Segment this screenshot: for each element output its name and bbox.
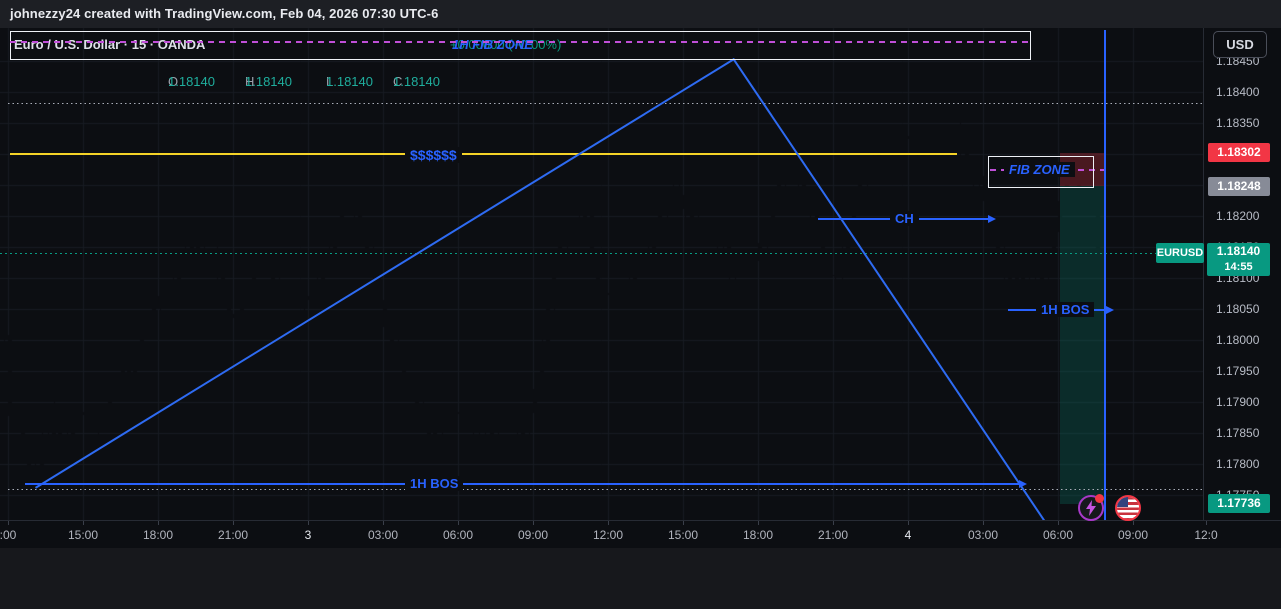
ch-label[interactable]: CH xyxy=(890,211,919,226)
time-tick-label: 15:00 xyxy=(67,528,99,542)
time-tick-label: 21:00 xyxy=(817,528,849,542)
close-value: 1.18140 xyxy=(393,74,440,89)
time-tick-label: 03:00 xyxy=(367,528,399,542)
time-tickmark xyxy=(8,521,9,525)
ch-arrowhead-icon xyxy=(988,215,996,223)
stop-price-tag: 1.18302 xyxy=(1208,142,1270,162)
dollars-label[interactable]: $$$$$$ xyxy=(405,147,462,163)
time-tick-label: 18:00 xyxy=(142,528,174,542)
time-tickmark xyxy=(458,521,459,525)
fib-zone-label[interactable]: FIB ZONE xyxy=(1004,162,1075,177)
time-tickmark xyxy=(908,521,909,525)
time-tickmark xyxy=(158,521,159,525)
footer-bar: TradingView xyxy=(0,548,1281,609)
target-price-tag: 1.17736 xyxy=(1208,493,1270,513)
time-tick-label: 15:00 xyxy=(667,528,699,542)
price-tick-label: 1.18200 xyxy=(1216,209,1260,223)
fib-zone-box[interactable] xyxy=(988,156,1094,189)
price-tick-label: 1.18400 xyxy=(1216,85,1260,99)
entry-price-tag: 1.18248 xyxy=(1208,177,1270,197)
currency-usd-button[interactable]: USD xyxy=(1213,31,1267,58)
time-tickmark xyxy=(758,521,759,525)
time-tick-label: 03:00 xyxy=(967,528,999,542)
change-value: +0.00000 (+0.00%) xyxy=(450,37,562,52)
price-tick-label: 1.18000 xyxy=(1216,333,1260,347)
high-label: H xyxy=(245,74,255,89)
time-tick-label: :00 xyxy=(0,528,17,542)
time-tickmark xyxy=(233,521,234,525)
time-tickmark xyxy=(308,521,309,525)
price-tick-label: 1.18350 xyxy=(1216,116,1260,130)
time-tickmark xyxy=(533,521,534,525)
low-label: L xyxy=(326,74,334,89)
notification-dot xyxy=(1095,494,1104,503)
attribution-text: johnezzy24 created with TradingView.com,… xyxy=(10,6,439,21)
time-tick-label: 21:00 xyxy=(217,528,249,542)
bar-countdown: 14:55 xyxy=(1224,261,1253,274)
header-fib-rectangle[interactable] xyxy=(10,31,1031,60)
us-flag-canton xyxy=(1117,497,1128,507)
price-tick-label: 1.17850 xyxy=(1216,426,1260,440)
current-price-value: 1.18140 xyxy=(1216,244,1261,259)
time-axis[interactable]: :00 15:00 18:00 21:00 3 03:00 06:00 09:00 12:00 1… xyxy=(0,520,1281,549)
open-label: O xyxy=(168,74,179,89)
time-tickmark xyxy=(1133,521,1134,525)
time-tickmark xyxy=(383,521,384,525)
bos-bottom-arrowhead-icon xyxy=(1019,480,1027,488)
time-tick-label: 06:00 xyxy=(1042,528,1074,542)
fib-midline-dashed xyxy=(10,41,1030,43)
upper-dotted-line[interactable] xyxy=(8,103,1203,105)
bos-bottom-line[interactable] xyxy=(25,483,1021,485)
price-tick-label: 1.17800 xyxy=(1216,457,1260,471)
time-tick-label: 18:00 xyxy=(742,528,774,542)
symbol-legend: Euro / U.S. Dollar · 15 · OANDA O 1.18140… xyxy=(0,0,1281,89)
time-tickmark xyxy=(1058,521,1059,525)
time-tickmark xyxy=(983,521,984,525)
time-tick-label: 12:0 xyxy=(1194,528,1218,542)
lower-dotted-line[interactable] xyxy=(8,488,1203,490)
position-target-zone[interactable] xyxy=(1060,186,1104,504)
symbol-tag: EURUSD xyxy=(1156,243,1204,264)
time-tickmark xyxy=(683,521,684,525)
symbol-title[interactable]: Euro / U.S. Dollar · 15 · OANDA xyxy=(14,37,206,52)
time-tick-label: 09:00 xyxy=(1117,528,1149,542)
open-value: 1.18140 xyxy=(168,74,215,89)
bos-mid-arrowhead-icon xyxy=(1106,306,1114,314)
price-tick-label: 1.17950 xyxy=(1216,364,1260,378)
close-label: C xyxy=(393,74,403,89)
events-lightning-icon[interactable] xyxy=(1078,494,1104,521)
time-tick-label: 3 xyxy=(304,528,312,542)
vertical-line[interactable] xyxy=(1104,30,1106,527)
price-tick-label: 1.18050 xyxy=(1216,302,1260,316)
bos-bottom-label[interactable]: 1H BOS xyxy=(405,476,464,491)
candlestick-canvas[interactable] xyxy=(0,0,1203,520)
price-tick-label: 1.17900 xyxy=(1216,395,1260,409)
high-value: 1.18140 xyxy=(245,74,292,89)
low-value: 1.18140 xyxy=(326,74,373,89)
time-tick-label: 06:00 xyxy=(442,528,474,542)
current-price-tag: 1.18140 14:55 xyxy=(1207,243,1270,277)
time-tickmark xyxy=(608,521,609,525)
time-tickmark xyxy=(1206,521,1207,525)
yellow-resistance-line[interactable] xyxy=(10,153,957,155)
time-tickmark xyxy=(833,521,834,525)
time-tick-label: 09:00 xyxy=(517,528,549,542)
time-tick-label: 12:00 xyxy=(592,528,624,542)
time-tickmark xyxy=(83,521,84,525)
bos-mid-label[interactable]: 1H BOS xyxy=(1036,302,1095,317)
header-fib-label[interactable]: 1H FIB ZONE xyxy=(452,37,533,52)
time-tick-label: 4 xyxy=(904,528,912,542)
lightning-bolt-icon xyxy=(1086,500,1096,516)
attribution-bar: johnezzy24 created with TradingView.com,… xyxy=(0,0,1281,28)
current-price-line xyxy=(0,253,1203,255)
us-economic-event-icon[interactable] xyxy=(1115,495,1141,521)
